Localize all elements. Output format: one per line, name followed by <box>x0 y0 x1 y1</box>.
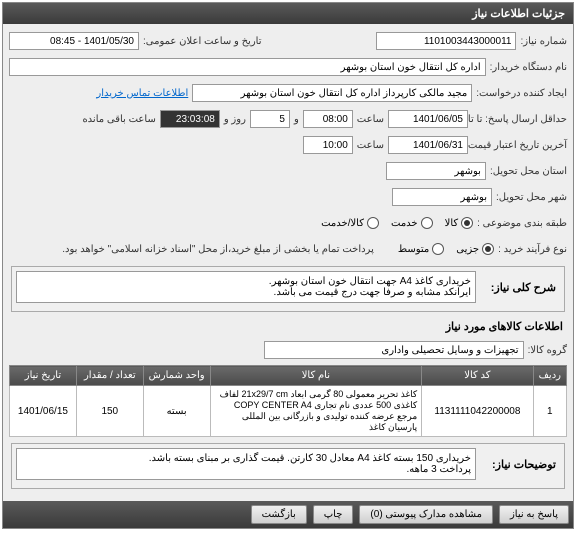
remain-days: 5 <box>250 110 290 128</box>
table-row: 1 1131111042200008 کاغذ تحریر معمولی 80 … <box>10 386 567 437</box>
row-deadline: حداقل ارسال پاسخ: تا تاریخ: 1401/06/05 س… <box>9 108 567 130</box>
radio-medium-icon <box>432 243 444 255</box>
row-requester: ایجاد کننده درخواست: مجید مالکی کارپرداز… <box>9 82 567 104</box>
row-location: استان محل تحویل: بوشهر <box>9 160 567 182</box>
radio-goods-icon <box>461 217 473 229</box>
remain-time: 23:03:08 <box>160 110 220 128</box>
goods-section-title: اطلاعات کالاهای مورد نیاز <box>9 318 567 335</box>
main-panel: جزئیات اطلاعات نیاز شماره نیاز: 11010034… <box>2 2 574 529</box>
footer-bar: پاسخ به نیاز مشاهده مدارک پیوستی (0) چاپ… <box>3 501 573 528</box>
row-group: گروه کالا: تجهیزات و وسایل تحصیلی واداری <box>9 339 567 361</box>
location-label: استان محل تحویل: <box>490 166 567 177</box>
desc-text: خریداری کاغذ A4 جهت انتقال خون استان بوش… <box>16 271 476 303</box>
deadline-time: 08:00 <box>303 110 353 128</box>
radio-small[interactable]: جزیی <box>456 243 494 255</box>
th-qty: تعداد / مقدار <box>76 366 143 386</box>
radio-service-icon <box>421 217 433 229</box>
desc-section: شرح کلی نیاز: خریداری کاغذ A4 جهت انتقال… <box>11 266 565 312</box>
announce-datetime-value: 1401/05/30 - 08:45 <box>9 32 139 50</box>
notes-row: توضیحات نیاز: خریداری 150 بسته کاغذ A4 م… <box>16 448 560 480</box>
cell-unit: بسته <box>143 386 210 437</box>
group-value: تجهیزات و وسایل تحصیلی واداری <box>264 341 524 359</box>
requester-value: مجید مالکی کارپرداز اداره کل انتقال خون … <box>192 84 472 102</box>
cell-date: 1401/06/15 <box>10 386 77 437</box>
requester-label: ایجاد کننده درخواست: <box>476 88 567 99</box>
th-name: نام کالا <box>210 366 422 386</box>
remain-days-label: روز و <box>224 114 246 125</box>
radio-medium[interactable]: متوسط <box>398 243 444 255</box>
print-label: چاپ <box>324 509 343 520</box>
notes-label: توضیحات نیاز: <box>480 456 560 473</box>
buyer-value: اداره کل انتقال خون استان بوشهر <box>9 58 486 76</box>
radio-medium-label: متوسط <box>398 244 429 255</box>
validity-date: 1401/06/31 <box>388 136 468 154</box>
remain-left-label: ساعت باقی مانده <box>82 114 155 125</box>
deadline-time-label: ساعت <box>357 114 384 125</box>
respond-button[interactable]: پاسخ به نیاز <box>499 505 569 524</box>
row-buyer: نام دستگاه خریدار: اداره کل انتقال خون ا… <box>9 56 567 78</box>
row-city: شهر محل تحویل: بوشهر <box>9 186 567 208</box>
purchase-type-label: نوع فرآیند خرید : <box>498 244 567 255</box>
cell-idx: 1 <box>533 386 566 437</box>
radio-service[interactable]: خدمت <box>391 217 433 229</box>
row-category: طبقه بندی موضوعی : کالا خدمت کالا/خدمت <box>9 212 567 234</box>
validity-label: آخرین تاریخ اعتبار قیمت: تا تاریخ: <box>472 140 567 151</box>
radio-small-icon <box>482 243 494 255</box>
purchase-type-radios: جزیی متوسط <box>398 243 494 255</box>
attachments-button[interactable]: مشاهده مدارک پیوستی (0) <box>359 505 493 524</box>
category-label: طبقه بندی موضوعی : <box>477 218 567 229</box>
purchase-note: پرداخت تمام یا بخشی از مبلغ خرید،از محل … <box>62 244 374 255</box>
th-date: تاریخ نیاز <box>10 366 77 386</box>
notes-text: خریداری 150 بسته کاغذ A4 معادل 30 کارتن.… <box>16 448 476 480</box>
radio-both-icon <box>367 217 379 229</box>
respond-label: پاسخ به نیاز <box>510 509 558 520</box>
buyer-label: نام دستگاه خریدار: <box>490 62 567 73</box>
validity-time-label: ساعت <box>357 140 384 151</box>
desc-row: شرح کلی نیاز: خریداری کاغذ A4 جهت انتقال… <box>16 271 560 303</box>
panel-title: جزئیات اطلاعات نیاز <box>3 3 573 24</box>
radio-both-label: کالا/خدمت <box>321 218 364 229</box>
th-unit: واحد شمارش <box>143 366 210 386</box>
radio-goods-label: کالا <box>445 218 459 229</box>
print-button[interactable]: چاپ <box>313 505 354 524</box>
attachments-label: مشاهده مدارک پیوستی (0) <box>370 509 482 520</box>
back-label: بازگشت <box>262 509 296 520</box>
deadline-label: حداقل ارسال پاسخ: تا تاریخ: <box>472 114 567 125</box>
back-button[interactable]: بازگشت <box>251 505 307 524</box>
row-need-number: شماره نیاز: 1101003443000011 تاریخ و ساع… <box>9 30 567 52</box>
th-code: کد کالا <box>422 366 533 386</box>
group-label: گروه کالا: <box>528 345 567 356</box>
remain-and: و <box>294 114 299 125</box>
cell-name: کاغذ تحریر معمولی 80 گرمی ابعاد 21x29/7 … <box>210 386 422 437</box>
row-validity: آخرین تاریخ اعتبار قیمت: تا تاریخ: 1401/… <box>9 134 567 156</box>
cell-code: 1131111042200008 <box>422 386 533 437</box>
city-label: شهر محل تحویل: <box>496 192 567 203</box>
radio-goods[interactable]: کالا <box>445 217 474 229</box>
location-province: بوشهر <box>386 162 486 180</box>
cell-qty: 150 <box>76 386 143 437</box>
validity-time: 10:00 <box>303 136 353 154</box>
need-number-value: 1101003443000011 <box>376 32 516 50</box>
contact-link[interactable]: اطلاعات تماس خریدار <box>96 88 188 99</box>
notes-section: توضیحات نیاز: خریداری 150 بسته کاغذ A4 م… <box>11 443 565 489</box>
radio-service-label: خدمت <box>391 218 418 229</box>
need-number-label: شماره نیاز: <box>520 36 567 47</box>
goods-table: ردیف کد کالا نام کالا واحد شمارش تعداد /… <box>9 365 567 437</box>
announce-datetime-label: تاریخ و ساعت اعلان عمومی: <box>143 36 262 47</box>
panel-body: شماره نیاز: 1101003443000011 تاریخ و ساع… <box>3 24 573 501</box>
category-radios: کالا خدمت کالا/خدمت <box>321 217 473 229</box>
th-idx: ردیف <box>533 366 566 386</box>
row-purchase-type: نوع فرآیند خرید : جزیی متوسط پرداخت تمام… <box>9 238 567 260</box>
radio-both[interactable]: کالا/خدمت <box>321 217 379 229</box>
table-header-row: ردیف کد کالا نام کالا واحد شمارش تعداد /… <box>10 366 567 386</box>
radio-small-label: جزیی <box>456 244 479 255</box>
deadline-date: 1401/06/05 <box>388 110 468 128</box>
location-city: بوشهر <box>392 188 492 206</box>
desc-title: شرح کلی نیاز: <box>480 279 560 296</box>
